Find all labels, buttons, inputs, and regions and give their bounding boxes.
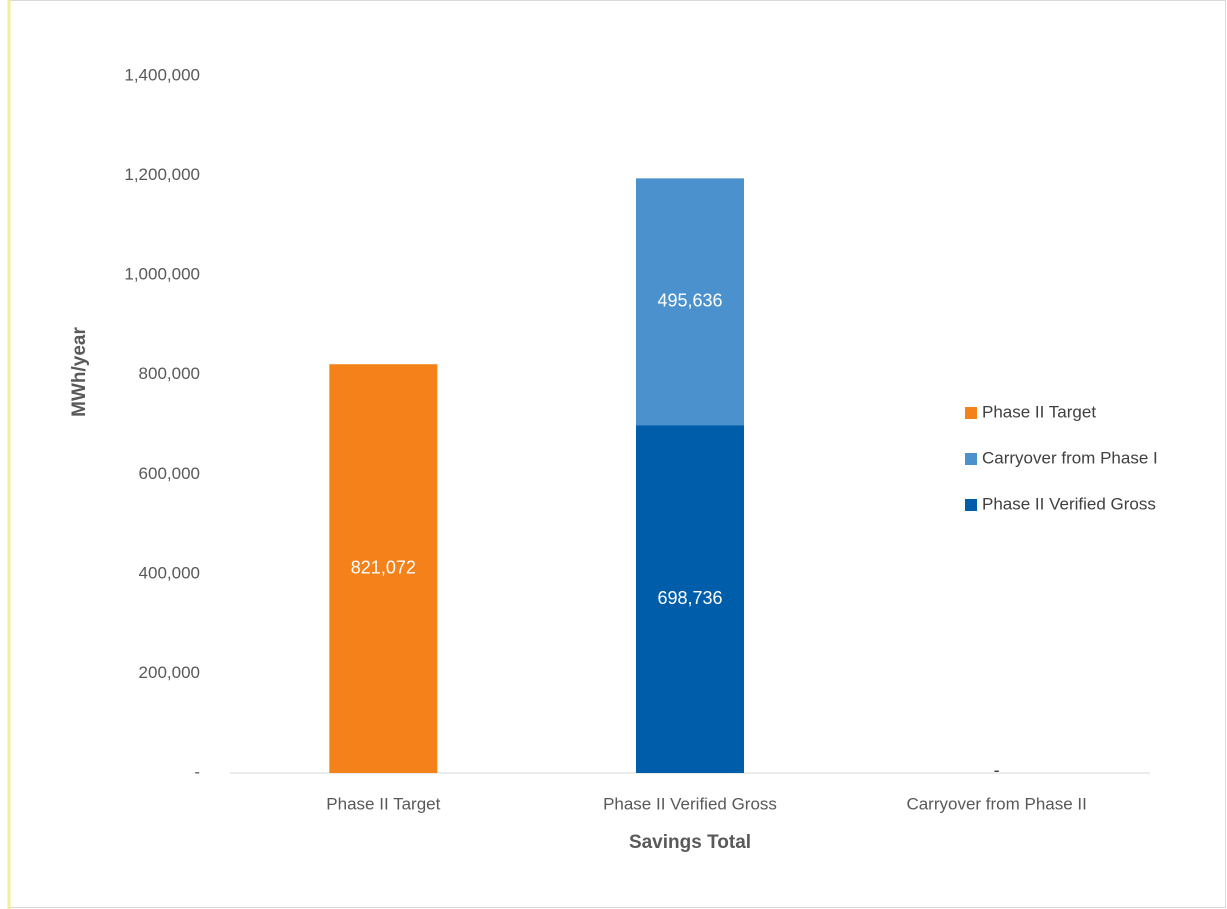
y-tick-label: - xyxy=(194,762,200,781)
y-tick-label: 800,000 xyxy=(139,364,200,383)
bar-segment xyxy=(636,178,744,426)
x-tick-label: Phase II Verified Gross xyxy=(603,794,777,813)
data-label: 698,736 xyxy=(657,588,722,608)
y-tick-label: 200,000 xyxy=(139,663,200,682)
x-axis-title: Savings Total xyxy=(629,832,751,853)
data-label: 821,072 xyxy=(351,557,416,577)
data-label: 495,636 xyxy=(657,291,722,311)
legend-label: Phase II Target xyxy=(982,402,1096,421)
x-tick-label: Phase II Target xyxy=(326,794,440,813)
legend-label: Carryover from Phase I xyxy=(982,448,1158,467)
y-tick-label: 600,000 xyxy=(139,464,200,483)
y-tick-label: 1,400,000 xyxy=(124,65,200,84)
bar-segment xyxy=(636,425,744,773)
x-tick-label: Carryover from Phase II xyxy=(906,794,1086,813)
y-tick-label: 1,200,000 xyxy=(124,165,200,184)
bar-segment xyxy=(329,364,438,773)
y-tick-label: 1,000,000 xyxy=(124,265,200,284)
data-label: - xyxy=(994,760,1000,780)
y-tick-label: 400,000 xyxy=(139,563,200,582)
legend-label: Phase II Verified Gross xyxy=(982,494,1156,513)
legend-swatch xyxy=(965,499,977,511)
legend-swatch xyxy=(965,453,977,465)
y-axis-title: MWh/year xyxy=(69,327,90,417)
legend-swatch xyxy=(965,407,977,419)
